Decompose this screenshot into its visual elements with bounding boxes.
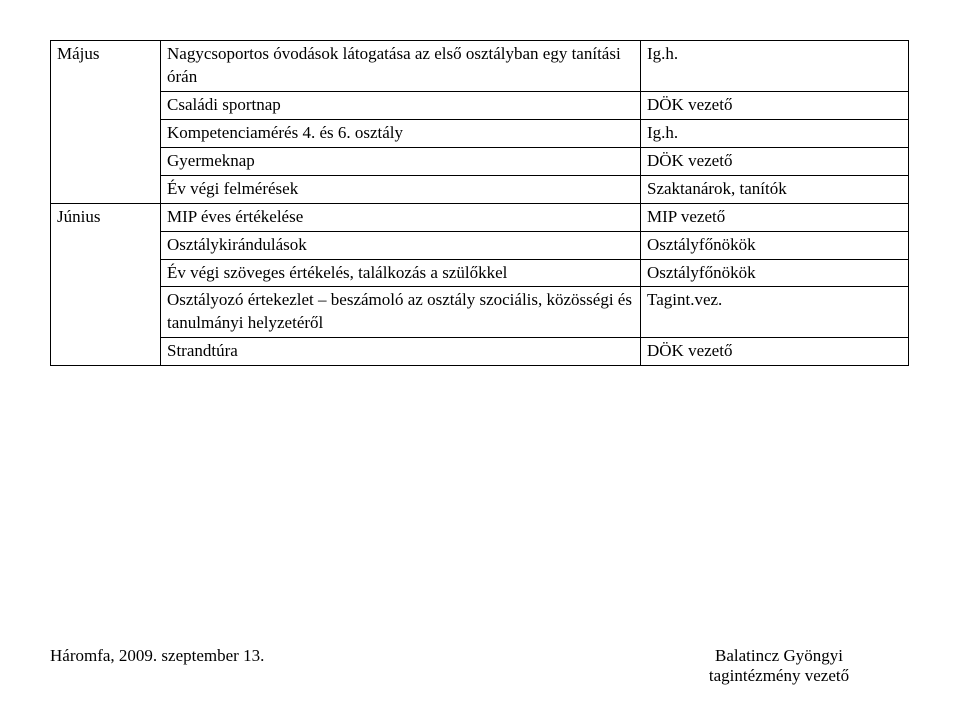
activity-cell: Osztálykirándulások: [161, 231, 641, 259]
responsible-cell: Tagint.vez.: [641, 287, 909, 338]
responsible-cell: Osztályfőnökök: [641, 231, 909, 259]
activity-cell: Év végi szöveges értékelés, találkozás a…: [161, 259, 641, 287]
activity-cell: Év végi felmérések: [161, 175, 641, 203]
activity-cell: Nagycsoportos óvodások látogatása az els…: [161, 41, 641, 92]
responsible-cell: Osztályfőnökök: [641, 259, 909, 287]
activity-cell: Kompetenciamérés 4. és 6. osztály: [161, 119, 641, 147]
activity-cell: Osztályozó értekezlet – beszámoló az osz…: [161, 287, 641, 338]
table-row: OsztálykirándulásokOsztályfőnökök: [51, 231, 909, 259]
responsible-cell: Ig.h.: [641, 119, 909, 147]
table-row: GyermeknapDÖK vezető: [51, 147, 909, 175]
footer-name: Balatincz Gyöngyi: [649, 646, 909, 666]
responsible-cell: DÖK vezető: [641, 147, 909, 175]
table-row: Osztályozó értekezlet – beszámoló az osz…: [51, 287, 909, 338]
month-cell: Június: [51, 203, 161, 366]
responsible-cell: Ig.h.: [641, 41, 909, 92]
responsible-cell: MIP vezető: [641, 203, 909, 231]
table-row: JúniusMIP éves értékeléseMIP vezető: [51, 203, 909, 231]
footer-signature: Balatincz Gyöngyi tagintézmény vezető: [649, 646, 909, 686]
table-row: MájusNagycsoportos óvodások látogatása a…: [51, 41, 909, 92]
activity-cell: Gyermeknap: [161, 147, 641, 175]
table-row: StrandtúraDÖK vezető: [51, 338, 909, 366]
footer: Háromfa, 2009. szeptember 13. Balatincz …: [50, 646, 909, 686]
activity-cell: Családi sportnap: [161, 91, 641, 119]
responsible-cell: Szaktanárok, tanítók: [641, 175, 909, 203]
footer-title: tagintézmény vezető: [649, 666, 909, 686]
table-row: Év végi szöveges értékelés, találkozás a…: [51, 259, 909, 287]
activity-cell: MIP éves értékelése: [161, 203, 641, 231]
footer-date: Háromfa, 2009. szeptember 13.: [50, 646, 264, 666]
table-row: Kompetenciamérés 4. és 6. osztályIg.h.: [51, 119, 909, 147]
month-cell: Május: [51, 41, 161, 204]
schedule-table: MájusNagycsoportos óvodások látogatása a…: [50, 40, 909, 366]
table-row: Családi sportnapDÖK vezető: [51, 91, 909, 119]
table-row: Év végi felmérésekSzaktanárok, tanítók: [51, 175, 909, 203]
responsible-cell: DÖK vezető: [641, 91, 909, 119]
responsible-cell: DÖK vezető: [641, 338, 909, 366]
activity-cell: Strandtúra: [161, 338, 641, 366]
